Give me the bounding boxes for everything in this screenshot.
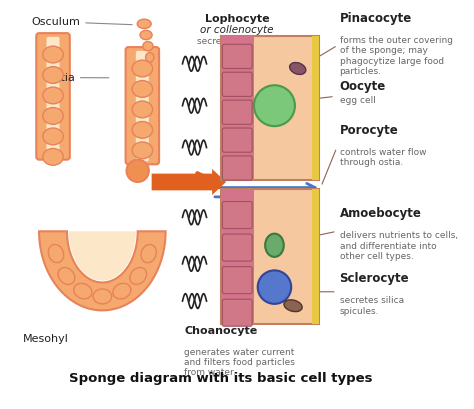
Ellipse shape (130, 267, 146, 285)
Ellipse shape (132, 121, 153, 138)
Text: Porocyte: Porocyte (339, 124, 398, 137)
FancyArrow shape (152, 169, 226, 195)
Ellipse shape (137, 19, 151, 29)
Ellipse shape (43, 67, 63, 83)
FancyBboxPatch shape (222, 202, 252, 229)
Ellipse shape (143, 41, 153, 51)
FancyBboxPatch shape (312, 189, 319, 324)
Text: controls water flow
through ostia.: controls water flow through ostia. (339, 148, 426, 167)
FancyBboxPatch shape (222, 72, 252, 97)
PathPatch shape (69, 231, 136, 281)
Ellipse shape (146, 53, 154, 62)
Text: egg cell: egg cell (339, 96, 375, 105)
Ellipse shape (43, 128, 63, 145)
Ellipse shape (265, 234, 284, 257)
FancyBboxPatch shape (221, 36, 319, 180)
FancyBboxPatch shape (222, 128, 252, 152)
Text: forms the outer covering
of the sponge; may
phagocytize large food
particles.: forms the outer covering of the sponge; … (339, 36, 453, 76)
Text: delivers nutrients to cells,
and differentiate into
other cell types.: delivers nutrients to cells, and differe… (339, 231, 458, 261)
FancyBboxPatch shape (221, 189, 319, 324)
FancyBboxPatch shape (222, 156, 252, 180)
Ellipse shape (290, 63, 306, 74)
FancyBboxPatch shape (222, 299, 252, 326)
Circle shape (254, 85, 295, 126)
FancyBboxPatch shape (222, 100, 252, 124)
FancyBboxPatch shape (221, 189, 254, 324)
Text: secretes collagen: secretes collagen (198, 37, 277, 46)
Text: Osculum: Osculum (31, 17, 132, 27)
FancyBboxPatch shape (222, 267, 252, 294)
FancyBboxPatch shape (221, 36, 254, 180)
Ellipse shape (132, 81, 153, 97)
Text: Mesohyl: Mesohyl (23, 334, 69, 344)
Text: Oocyte: Oocyte (339, 80, 386, 93)
Ellipse shape (74, 283, 92, 299)
Ellipse shape (43, 148, 63, 165)
Ellipse shape (43, 87, 63, 104)
Text: Sclerocyte: Sclerocyte (339, 272, 409, 285)
Ellipse shape (132, 60, 153, 77)
Ellipse shape (58, 267, 75, 285)
Circle shape (258, 270, 291, 304)
Ellipse shape (284, 300, 302, 312)
Text: Pinacocyte: Pinacocyte (339, 12, 412, 25)
Ellipse shape (140, 30, 152, 40)
Text: Ostia: Ostia (46, 72, 109, 83)
Text: Sponge diagram with its basic cell types: Sponge diagram with its basic cell types (69, 372, 372, 385)
FancyBboxPatch shape (46, 37, 60, 157)
Text: Lophocyte: Lophocyte (205, 14, 270, 24)
Text: secretes silica
spicules.: secretes silica spicules. (339, 297, 404, 316)
Text: Choanocyte: Choanocyte (184, 326, 257, 336)
Text: or collenocyte: or collenocyte (201, 25, 274, 35)
FancyBboxPatch shape (136, 51, 149, 162)
PathPatch shape (39, 231, 165, 310)
FancyBboxPatch shape (222, 44, 252, 68)
FancyBboxPatch shape (222, 234, 252, 261)
Text: Amoebocyte: Amoebocyte (339, 207, 421, 220)
Ellipse shape (48, 245, 64, 263)
Ellipse shape (113, 283, 131, 299)
FancyBboxPatch shape (36, 33, 70, 160)
Ellipse shape (93, 289, 112, 304)
Ellipse shape (43, 46, 63, 63)
FancyBboxPatch shape (126, 47, 159, 164)
Ellipse shape (43, 108, 63, 124)
Ellipse shape (132, 142, 153, 159)
FancyBboxPatch shape (312, 36, 319, 180)
Ellipse shape (141, 245, 156, 263)
Ellipse shape (132, 101, 153, 118)
Circle shape (127, 160, 149, 182)
Text: generates water current
and filters food particles
from water.: generates water current and filters food… (184, 348, 295, 378)
